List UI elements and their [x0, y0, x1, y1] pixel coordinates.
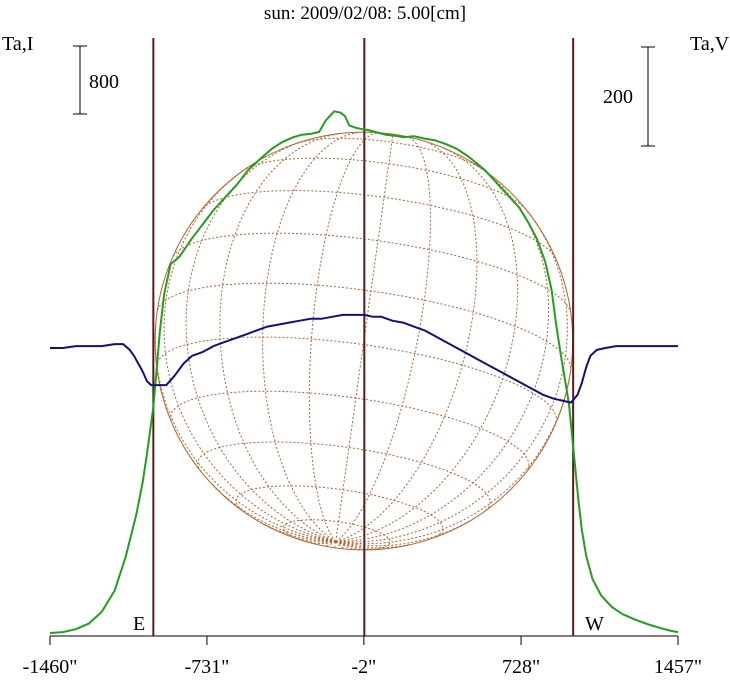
right-axis-label: Ta,V [690, 33, 730, 55]
latitude-line [172, 232, 572, 313]
x-tick-label: -1460" [22, 656, 78, 678]
x-tick-label: -2" [351, 656, 377, 678]
longitude-line [185, 139, 336, 543]
x-tick-label: 1457" [653, 656, 703, 678]
latitude-line [170, 390, 530, 472]
longitude-line [262, 132, 358, 543]
latitude-line [296, 137, 484, 170]
longitude-line [335, 541, 410, 549]
longitude-line [335, 163, 550, 543]
longitude-line [335, 134, 394, 542]
longitude-line [335, 376, 571, 545]
longitude-line [263, 523, 336, 543]
longitude-line [334, 541, 337, 548]
longitude-line [219, 132, 343, 543]
latitude-line [235, 485, 444, 539]
latitude-line [202, 190, 556, 259]
longitude-line [335, 541, 376, 550]
longitude-line [294, 537, 336, 543]
right-scale-bar-label: 200 [603, 86, 633, 108]
chart-title: sun: 2009/02/08: 5.00[cm] [263, 3, 467, 24]
longitude-line [335, 541, 364, 551]
longitude-line [335, 146, 519, 543]
longitude-line [335, 206, 568, 543]
left-scale-bar-label: 800 [89, 71, 119, 93]
longitude-line [154, 318, 336, 543]
east-limb-label: E [133, 613, 146, 635]
polarization-series-line [50, 313, 678, 404]
latitude-line [156, 336, 558, 423]
latitude-line [246, 157, 525, 209]
longitude-line [335, 520, 470, 547]
longitude-line [163, 167, 336, 543]
longitude-line [306, 541, 336, 545]
west-limb-label: W [585, 613, 604, 635]
longitude-line [335, 142, 478, 543]
intensity-series-line [49, 110, 679, 634]
latitude-line [197, 441, 491, 512]
x-tick-label: 728" [501, 656, 541, 678]
longitude-line [308, 132, 379, 542]
x-tick-label: -731" [184, 656, 230, 678]
left-axis-label: Ta,I [2, 33, 34, 55]
longitude-line [212, 484, 336, 543]
